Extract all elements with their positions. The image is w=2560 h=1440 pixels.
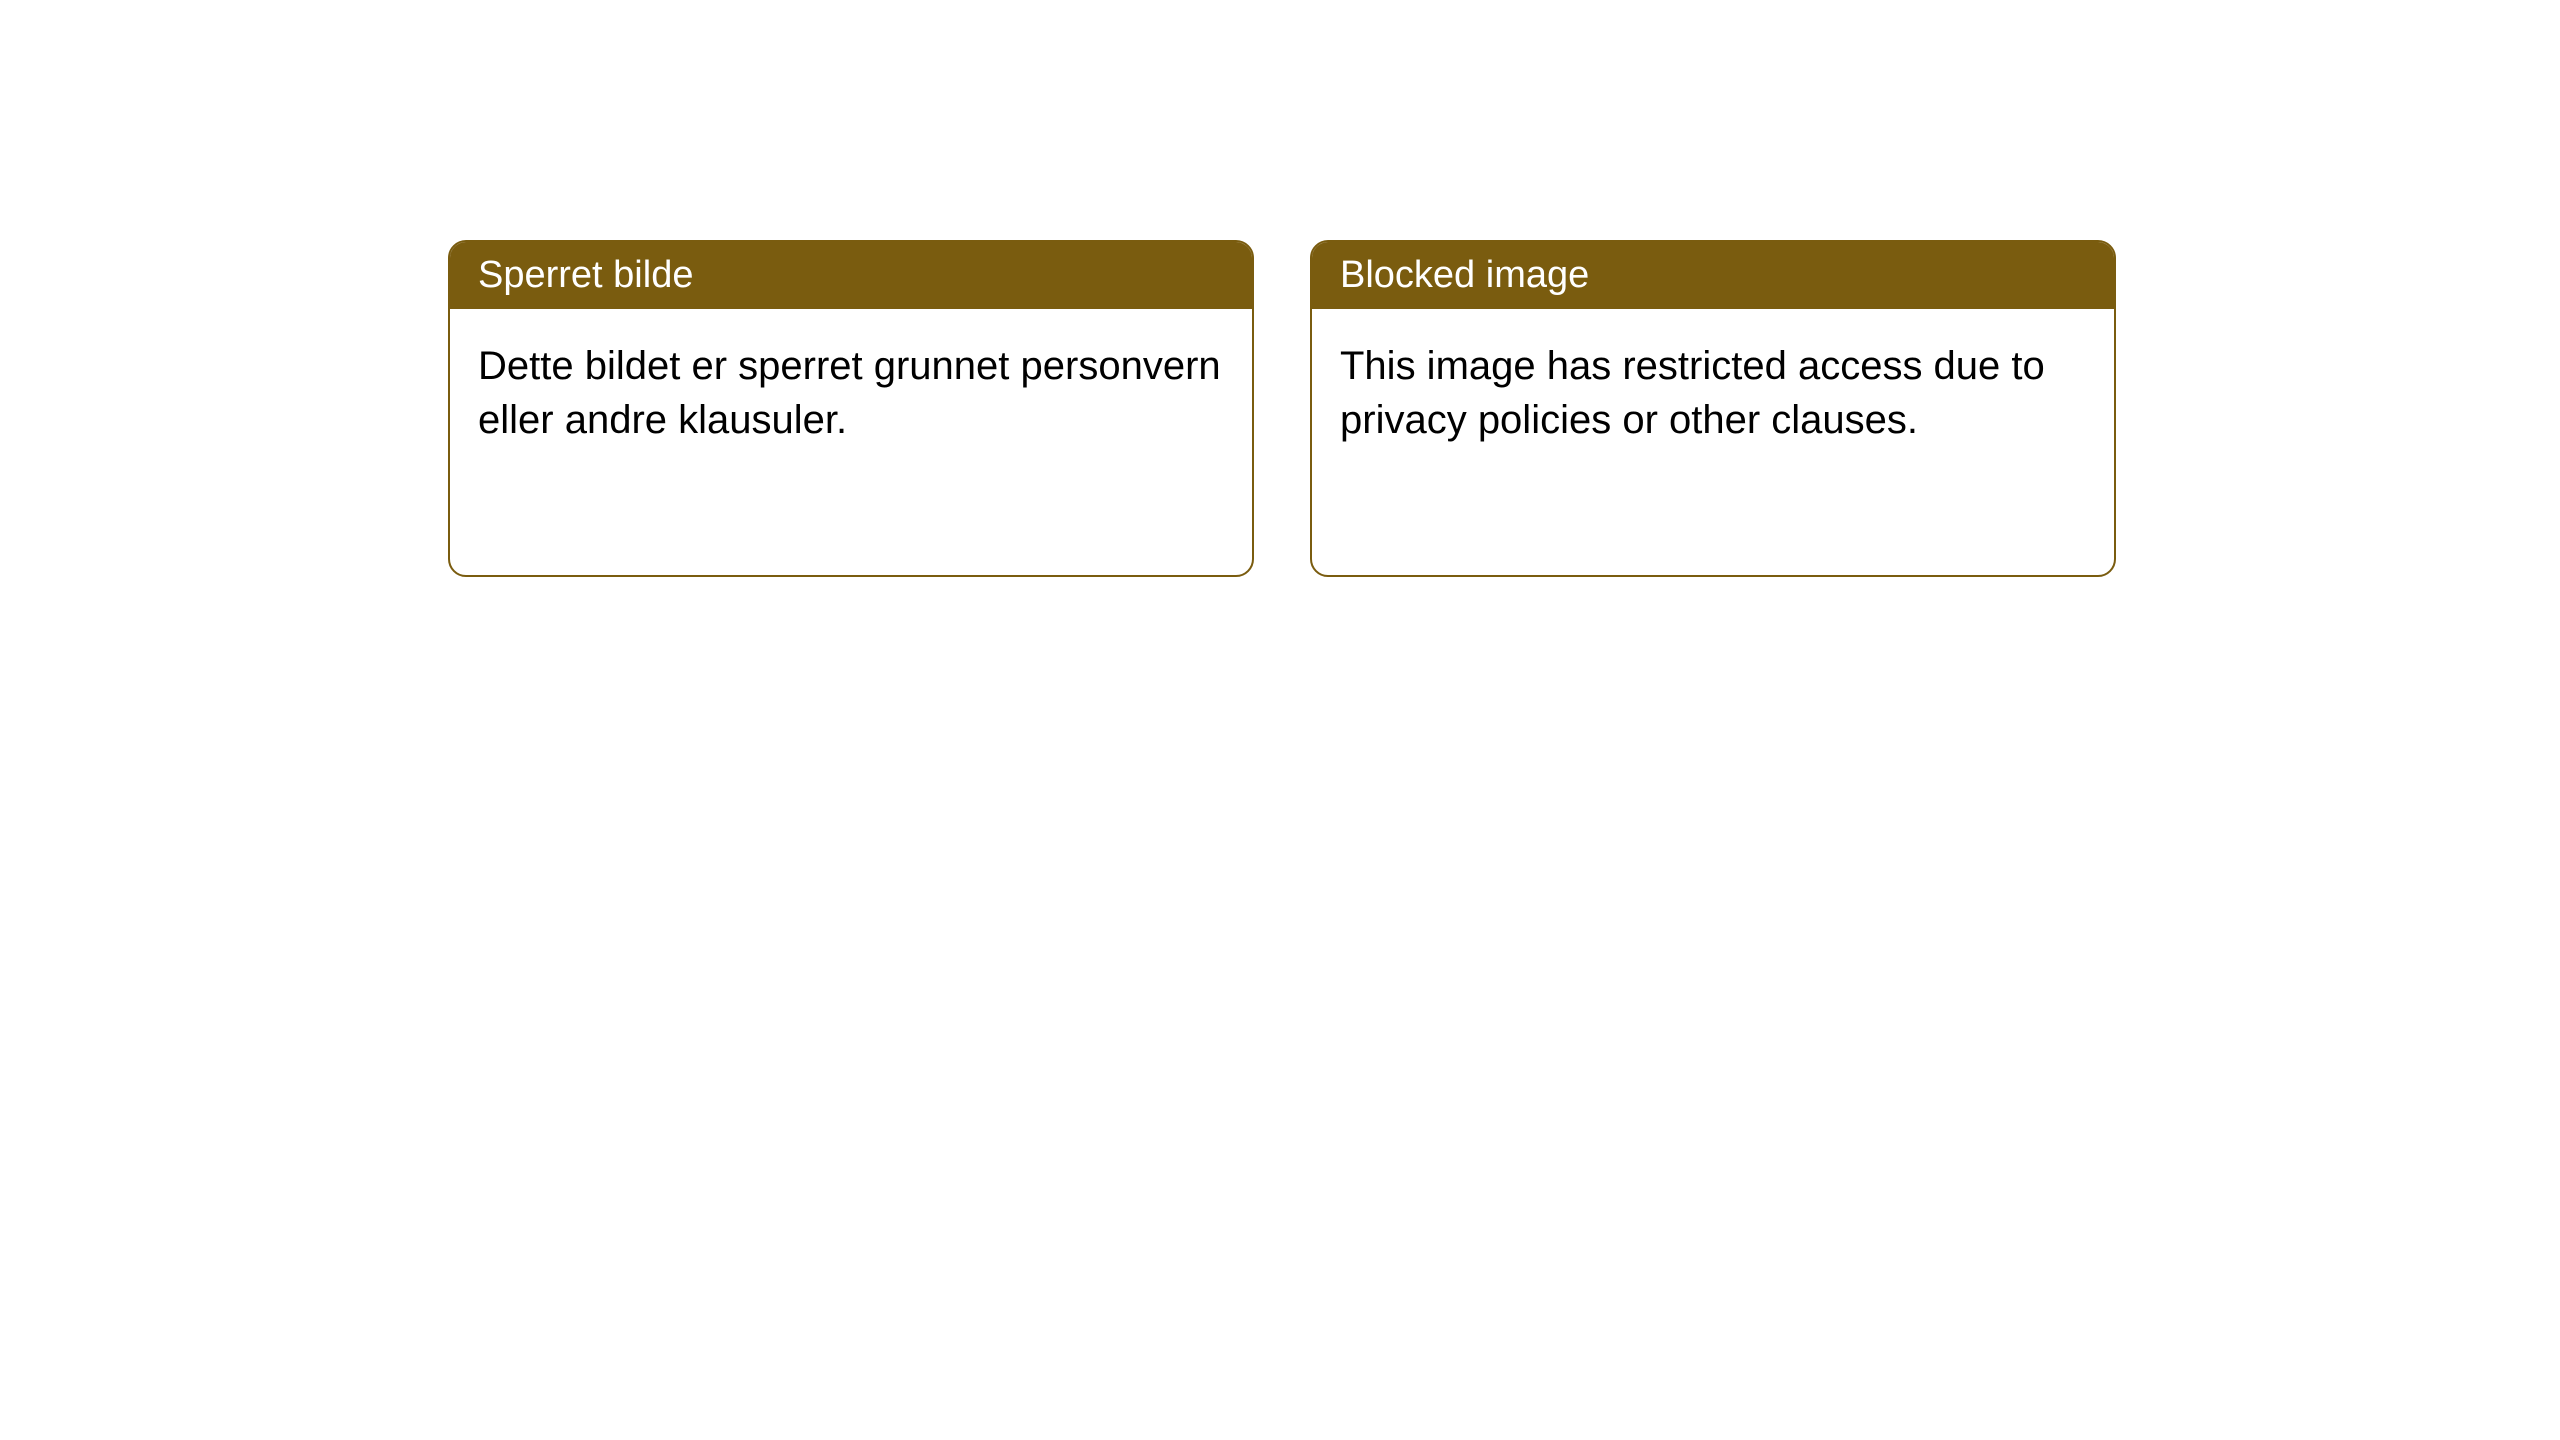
notice-header: Sperret bilde — [450, 242, 1252, 309]
notice-card-english: Blocked image This image has restricted … — [1310, 240, 2116, 577]
notice-text: Dette bildet er sperret grunnet personve… — [478, 344, 1221, 442]
notice-header: Blocked image — [1312, 242, 2114, 309]
notice-card-norwegian: Sperret bilde Dette bildet er sperret gr… — [448, 240, 1254, 577]
notice-body: Dette bildet er sperret grunnet personve… — [450, 309, 1252, 575]
notice-title: Sperret bilde — [478, 254, 693, 296]
notice-title: Blocked image — [1340, 254, 1589, 296]
notice-body: This image has restricted access due to … — [1312, 309, 2114, 575]
notice-container: Sperret bilde Dette bildet er sperret gr… — [448, 240, 2116, 577]
notice-text: This image has restricted access due to … — [1340, 344, 2045, 442]
